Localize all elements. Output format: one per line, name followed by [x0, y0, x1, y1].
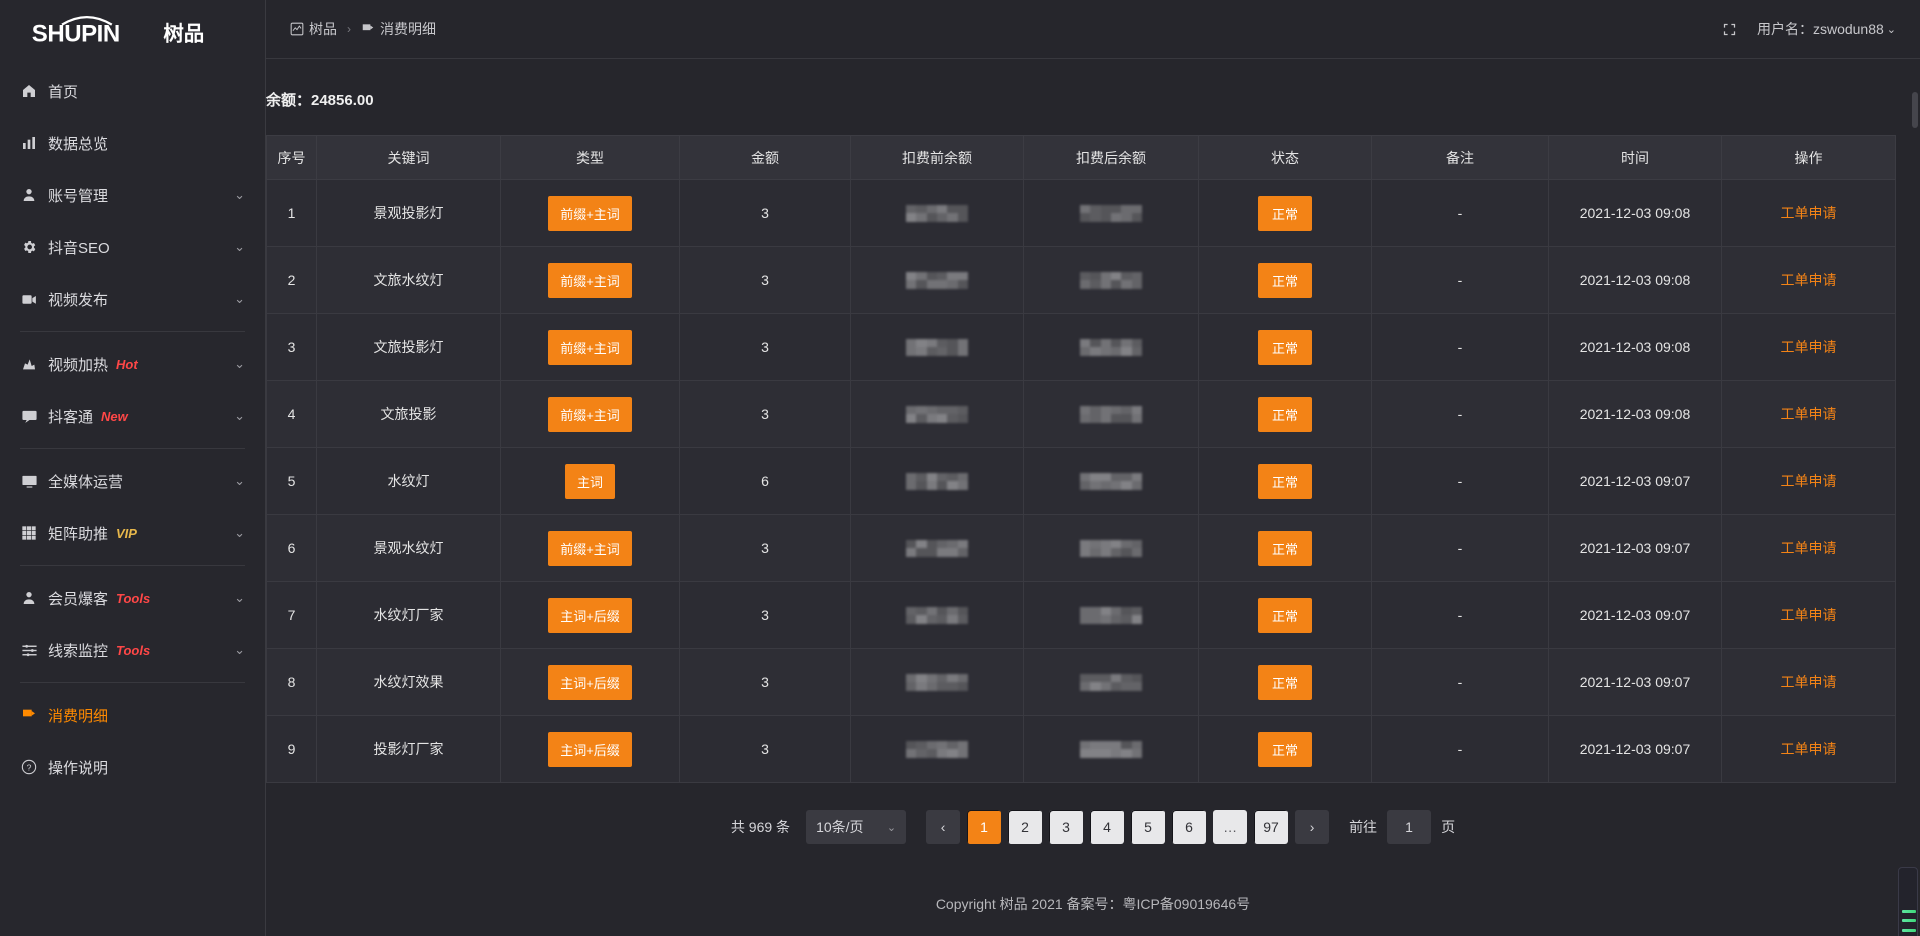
svg-text:树品: 树品	[163, 21, 204, 45]
svg-text:?: ?	[27, 762, 32, 772]
svg-text:SHUPIN: SHUPIN	[32, 20, 120, 45]
